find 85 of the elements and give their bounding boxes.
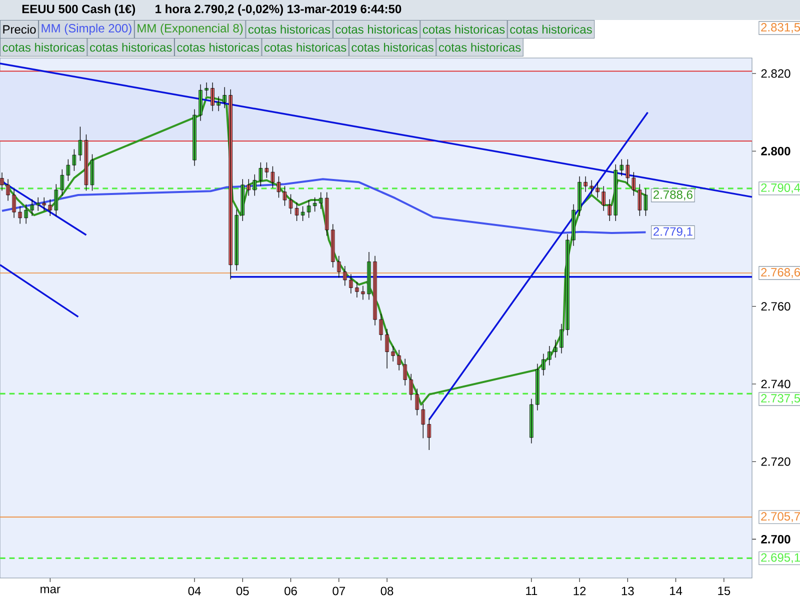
candlestick [72, 148, 76, 172]
candlestick [288, 194, 293, 214]
text: cotas historicas [422, 24, 505, 34]
candlestick [409, 374, 413, 401]
x-tick-label: 06 [284, 586, 297, 596]
x-tick-label: mar [40, 586, 60, 594]
y-tick-label: 2.820 [761, 69, 790, 78]
x-tick-label: 04 [188, 586, 201, 596]
candlestick [60, 169, 64, 196]
candlestick [258, 162, 263, 186]
candlestick [415, 388, 419, 416]
candlestick [331, 224, 335, 268]
candlestick [324, 192, 329, 236]
ref-line-label: 2.768,6 [761, 268, 800, 278]
candlestick [306, 200, 311, 218]
x-tick-label: 08 [380, 586, 394, 596]
text: cotas historicas [90, 42, 172, 52]
text: Precio [3, 24, 36, 34]
candlestick [294, 202, 299, 222]
candlestick [638, 184, 642, 216]
candlestick [590, 180, 594, 194]
chart-subtitle: 1 hora 2.790,2 (-0,02%) 13-mar-2019 6:44:50 [156, 4, 402, 16]
candlestick [264, 162, 269, 178]
x-tick-label: 15 [718, 586, 730, 596]
candlestick [608, 198, 612, 222]
candlestick [42, 196, 46, 212]
candlestick [276, 176, 281, 198]
x-tick-label: 12 [574, 586, 586, 596]
y-tick-label: 2.760 [761, 302, 790, 311]
x-tick-label: 07 [332, 586, 345, 596]
x-tick-label: 13 [622, 586, 634, 596]
y-tick-label: 2.740 [761, 380, 790, 388]
candlestick [318, 192, 323, 210]
candlestick [222, 86, 226, 108]
candlestick [644, 188, 648, 216]
text: cotas historicas [336, 24, 418, 34]
y-tick-label: 2.720 [761, 457, 790, 466]
candlestick [602, 186, 606, 212]
text: cotas historicas [510, 24, 592, 34]
ref-line-label: 2.737,5 [761, 394, 800, 404]
candlestick [234, 209, 239, 271]
candlestick [90, 154, 94, 192]
candlestick [596, 182, 600, 198]
candlestick [421, 403, 426, 439]
candlestick [66, 158, 70, 182]
candlestick [228, 89, 232, 280]
candlestick [620, 158, 624, 176]
ref-line-label: 2.705,7 [761, 512, 800, 522]
line-series [1, 178, 647, 234]
ref-line-label: 2.790,4 [761, 183, 800, 194]
text: MM (Simple 200) [42, 24, 132, 35]
candlestick [337, 256, 341, 278]
y-tick-label: 2.700 [761, 534, 790, 544]
data-label: 2.779,1 [654, 227, 692, 238]
candlestick [312, 196, 317, 212]
chart-title: EEUU 500 Cash (1€) [22, 4, 136, 16]
candlestick [427, 418, 432, 450]
text: cotas historicas [264, 42, 346, 52]
candlestick [240, 178, 245, 222]
text: cotas historicas [438, 42, 521, 52]
candlestick [48, 198, 52, 216]
candlestick [36, 196, 40, 212]
y-tick-label: 2.800 [761, 146, 790, 156]
candlestick [252, 174, 257, 196]
data-label: 2.788,6 [654, 190, 692, 200]
candlestick [282, 186, 287, 206]
candlestick [84, 134, 88, 192]
text: cotas historicas [248, 24, 330, 34]
candlestick [300, 206, 305, 222]
ref-line-label: 2.695,1 [761, 553, 800, 564]
text: cotas historicas [352, 42, 434, 52]
candlestick [246, 178, 251, 196]
candlestick [270, 166, 275, 188]
candlestick [626, 158, 630, 184]
candlestick [54, 184, 58, 216]
x-tick-label: 14 [670, 586, 682, 595]
candlestick [78, 126, 82, 162]
text: cotas historicas [177, 42, 259, 52]
candlestick [614, 164, 618, 222]
candlestick [632, 172, 636, 196]
text: cotas historicas [2, 42, 85, 52]
text: 2.831,5 [761, 23, 800, 33]
x-tick-label: 05 [236, 586, 249, 596]
text: MM (Exponencial 8) [138, 24, 243, 35]
x-tick-label: 11 [526, 586, 538, 595]
